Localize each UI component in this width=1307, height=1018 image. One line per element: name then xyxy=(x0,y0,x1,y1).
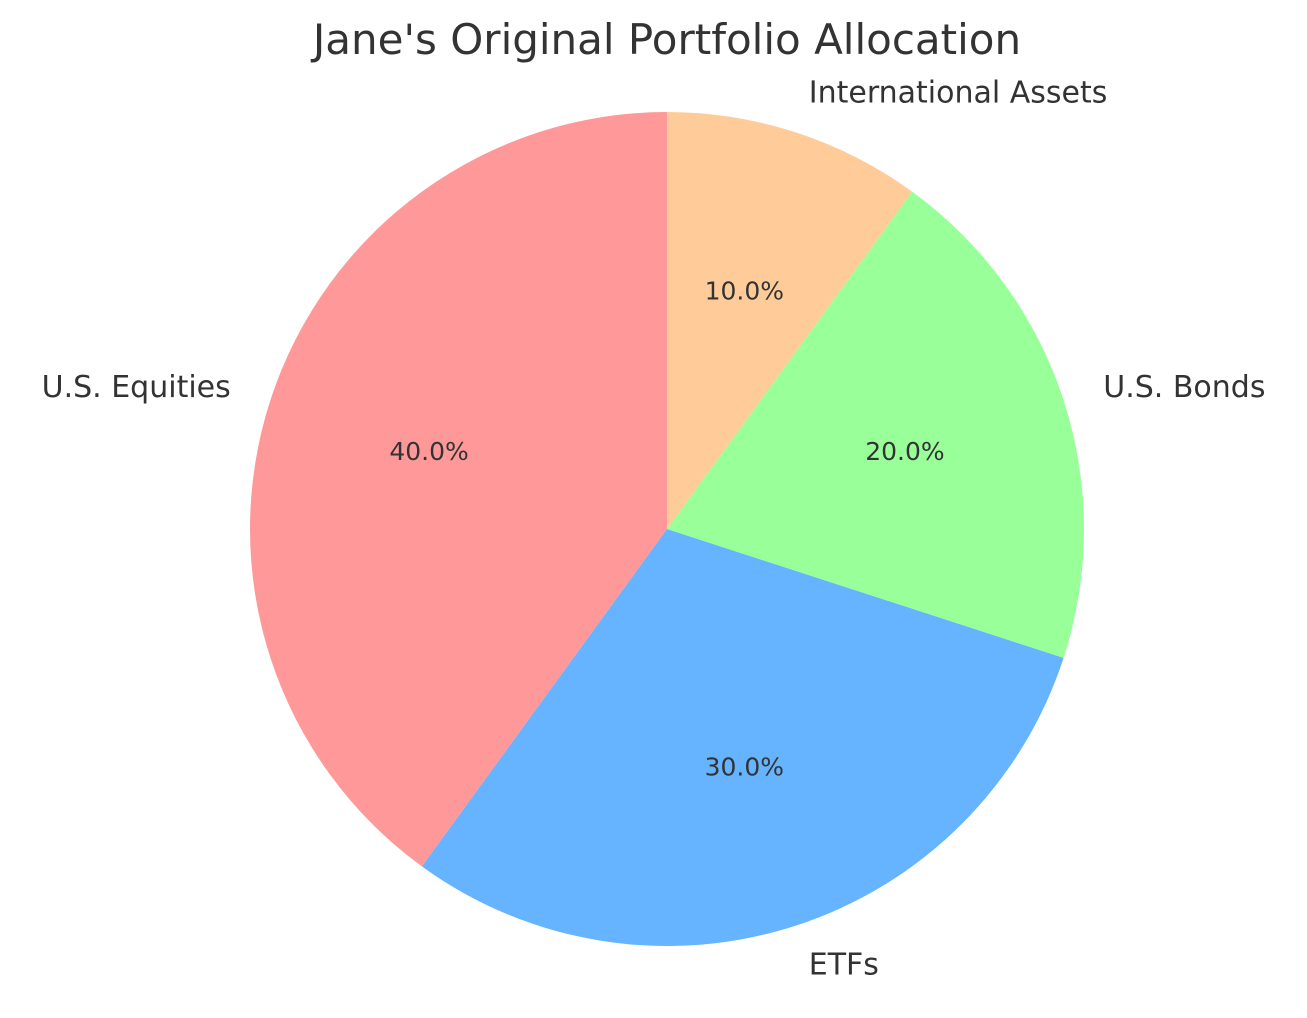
pie-slices xyxy=(250,112,1084,946)
pie-slice-international-assets xyxy=(667,112,913,529)
pie-slice-etfs xyxy=(421,529,1064,946)
pie-slice-u-s-equities xyxy=(250,112,667,867)
pie-slice-u-s-bonds xyxy=(667,191,1084,658)
pie-labels: 40.0% U.S. Equities 30.0% ETFs 20.0% U.S. Bon… xyxy=(42,75,1266,982)
pie-category-label: U.S. Bonds xyxy=(1103,370,1265,405)
pie-category-label: International Assets xyxy=(809,75,1108,110)
pie-percent-label: 10.0% xyxy=(705,277,784,306)
chart-title: Jane's Original Portfolio Allocation xyxy=(310,15,1021,64)
pie-percent-label: 40.0% xyxy=(389,437,468,466)
pie-category-label: U.S. Equities xyxy=(42,370,231,405)
pie-percent-label: 20.0% xyxy=(865,437,944,466)
pie-category-label: ETFs xyxy=(809,948,879,983)
pie-percent-label: 30.0% xyxy=(705,752,784,781)
